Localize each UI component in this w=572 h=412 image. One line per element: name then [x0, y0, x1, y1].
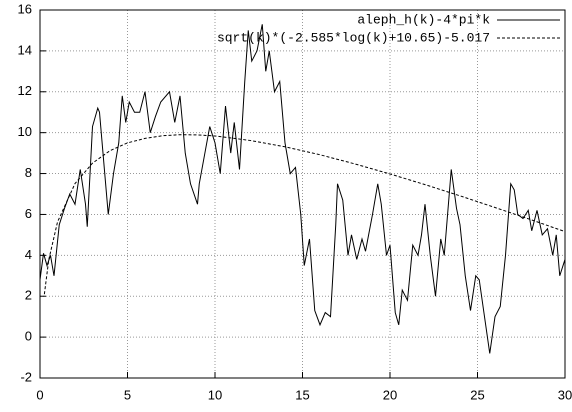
legend-label: aleph_h(k)-4*pi*k — [357, 12, 490, 27]
x-tick-label: 5 — [124, 387, 131, 402]
y-tick-label: -2 — [20, 369, 32, 384]
data-line — [39, 24, 566, 354]
x-tick-label: 0 — [36, 387, 43, 402]
x-tick-label: 30 — [558, 387, 572, 402]
y-tick-label: 6 — [25, 206, 32, 221]
x-tick-label: 25 — [470, 387, 484, 402]
y-tick-label: 0 — [25, 329, 32, 344]
x-tick-label: 10 — [208, 387, 222, 402]
y-tick-label: 8 — [25, 165, 32, 180]
data-line — [43, 134, 566, 295]
y-tick-label: 16 — [18, 1, 32, 16]
x-tick-label: 20 — [383, 387, 397, 402]
y-tick-label: 10 — [18, 124, 32, 139]
x-tick-label: 15 — [295, 387, 309, 402]
y-tick-label: 2 — [25, 288, 32, 303]
plot-frame — [39, 9, 566, 379]
y-tick-label: 14 — [18, 42, 32, 57]
y-tick-label: 12 — [18, 83, 32, 98]
y-tick-label: 4 — [25, 247, 32, 262]
legend-label: sqrt(k)*(-2.585*log(k)+10.65)-5.017 — [217, 30, 490, 45]
